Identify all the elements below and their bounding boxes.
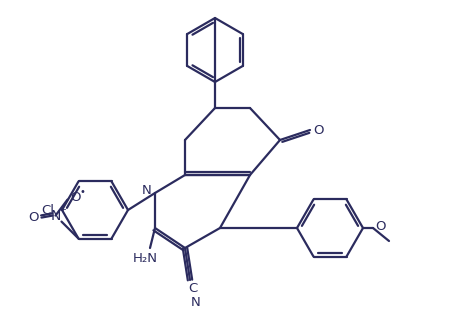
Text: C: C — [189, 282, 198, 295]
Text: O: O — [375, 219, 385, 232]
Text: H₂N: H₂N — [132, 252, 158, 265]
Text: O: O — [28, 211, 39, 224]
Text: O: O — [70, 191, 81, 204]
Text: N: N — [142, 183, 152, 196]
Text: Cl: Cl — [41, 203, 54, 216]
Text: •: • — [80, 187, 85, 197]
Text: +: + — [59, 205, 66, 214]
Text: O: O — [313, 124, 323, 137]
Text: N: N — [50, 208, 61, 222]
Text: N: N — [191, 296, 201, 309]
